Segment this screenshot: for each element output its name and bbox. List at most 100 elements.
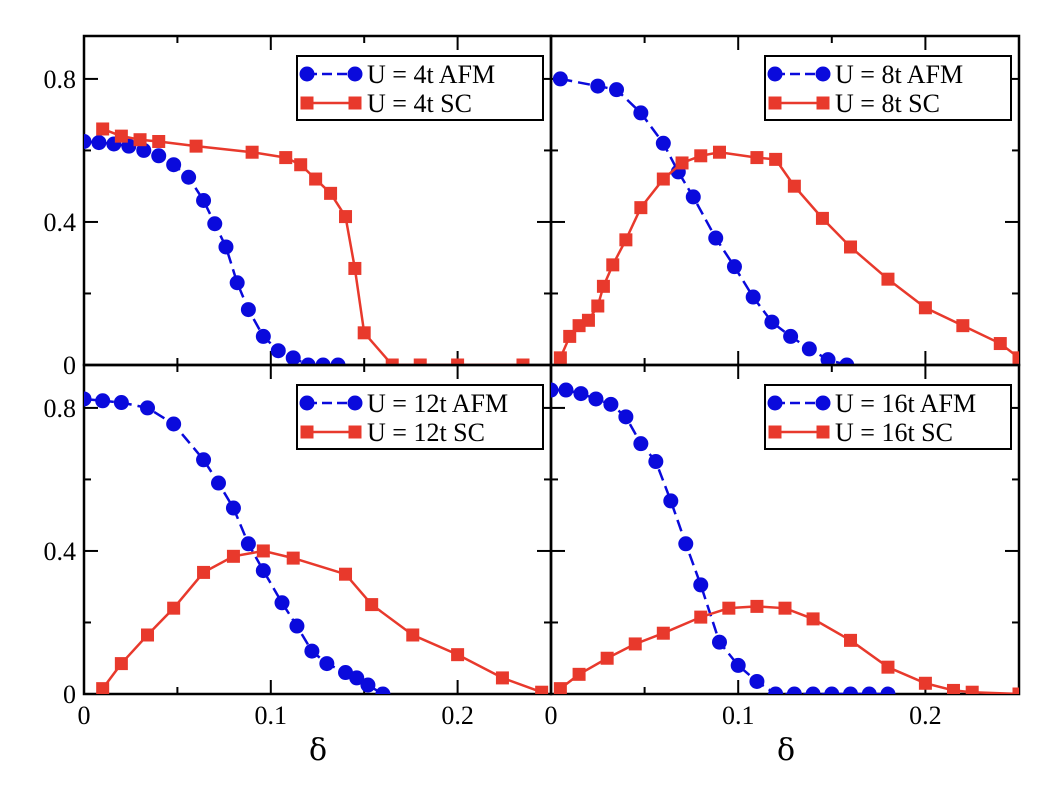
data-point [606, 258, 620, 272]
data-point [360, 677, 376, 693]
data-point [274, 595, 290, 611]
series-line [559, 605, 1019, 694]
legend-marker [300, 425, 314, 439]
data-point [656, 172, 670, 186]
data-point [300, 357, 316, 365]
data-point [349, 670, 365, 686]
series-sc [96, 122, 530, 365]
data-point [764, 314, 780, 330]
plot-area [84, 391, 549, 694]
data-point [357, 326, 371, 340]
data-point [633, 436, 649, 452]
data-point [633, 105, 649, 121]
x-tick-label: 0 [78, 701, 91, 730]
panel-frame [549, 363, 1021, 696]
data-point [573, 386, 589, 402]
data-point [678, 536, 694, 552]
data-point [965, 685, 979, 694]
data-point [535, 685, 549, 694]
data-point [685, 189, 701, 205]
data-point [324, 186, 338, 200]
data-point [552, 71, 568, 87]
data-point [255, 563, 271, 579]
data-point [881, 272, 895, 286]
data-point [255, 328, 271, 344]
legend-label: U = 4t SC [367, 89, 472, 118]
legend-label: U = 12t SC [367, 418, 485, 447]
data-point [815, 211, 829, 225]
data-point [558, 382, 574, 398]
y-tick-label: 0 [63, 351, 76, 380]
data-point [375, 686, 391, 694]
x-tick-label: 0.2 [909, 701, 942, 730]
data-point [824, 686, 840, 694]
series-line [560, 77, 848, 365]
data-point [229, 275, 245, 291]
data-point [769, 152, 783, 166]
legend-box [296, 55, 544, 121]
data-point [675, 156, 689, 170]
data-point [786, 686, 802, 694]
data-point [708, 230, 724, 246]
data-point [801, 341, 817, 357]
x-axis-label-left: δ [309, 733, 327, 768]
legend-label: U = 8t AFM [835, 60, 963, 89]
legend-box [296, 384, 544, 450]
data-point [806, 612, 820, 626]
legend-marker [816, 425, 830, 439]
data-point [339, 210, 353, 224]
data-point [553, 682, 567, 694]
data-point [136, 142, 152, 158]
data-point [196, 452, 212, 468]
data-point [167, 601, 181, 615]
x-tick-label: 0.1 [722, 701, 755, 730]
y-tick-label: 0.4 [44, 537, 77, 566]
series-sc [553, 599, 1019, 694]
data-point [286, 551, 300, 565]
data-point [861, 686, 877, 694]
data-point [133, 133, 147, 147]
data-point [656, 626, 670, 640]
data-point [210, 475, 226, 491]
data-point [309, 172, 323, 186]
data-point [245, 145, 259, 159]
series-line [101, 549, 543, 694]
data-point [820, 352, 836, 365]
data-point [339, 567, 353, 581]
data-point [451, 358, 465, 365]
legend-marker [815, 395, 831, 411]
data-point [694, 149, 708, 163]
series-line [84, 140, 339, 365]
data-point [783, 328, 799, 344]
data-point [207, 216, 223, 232]
legend-label: U = 4t AFM [367, 60, 495, 89]
data-point [451, 648, 465, 662]
data-point [516, 358, 530, 365]
data-point [590, 78, 606, 94]
series-sc [96, 544, 549, 694]
data-point [189, 139, 203, 153]
data-point [406, 628, 420, 642]
data-point [304, 643, 320, 659]
data-point [881, 660, 895, 674]
legend-marker [768, 425, 782, 439]
data-point [628, 637, 642, 651]
data-point [750, 151, 764, 165]
data-point [141, 628, 155, 642]
data-point [495, 671, 509, 685]
data-point [618, 409, 634, 425]
data-point [609, 82, 625, 98]
plot-area [84, 122, 530, 365]
data-point [114, 129, 128, 143]
data-point [880, 686, 896, 694]
data-point [750, 599, 764, 613]
data-point [152, 134, 166, 148]
data-point [114, 657, 128, 671]
legend-box [764, 384, 1012, 450]
